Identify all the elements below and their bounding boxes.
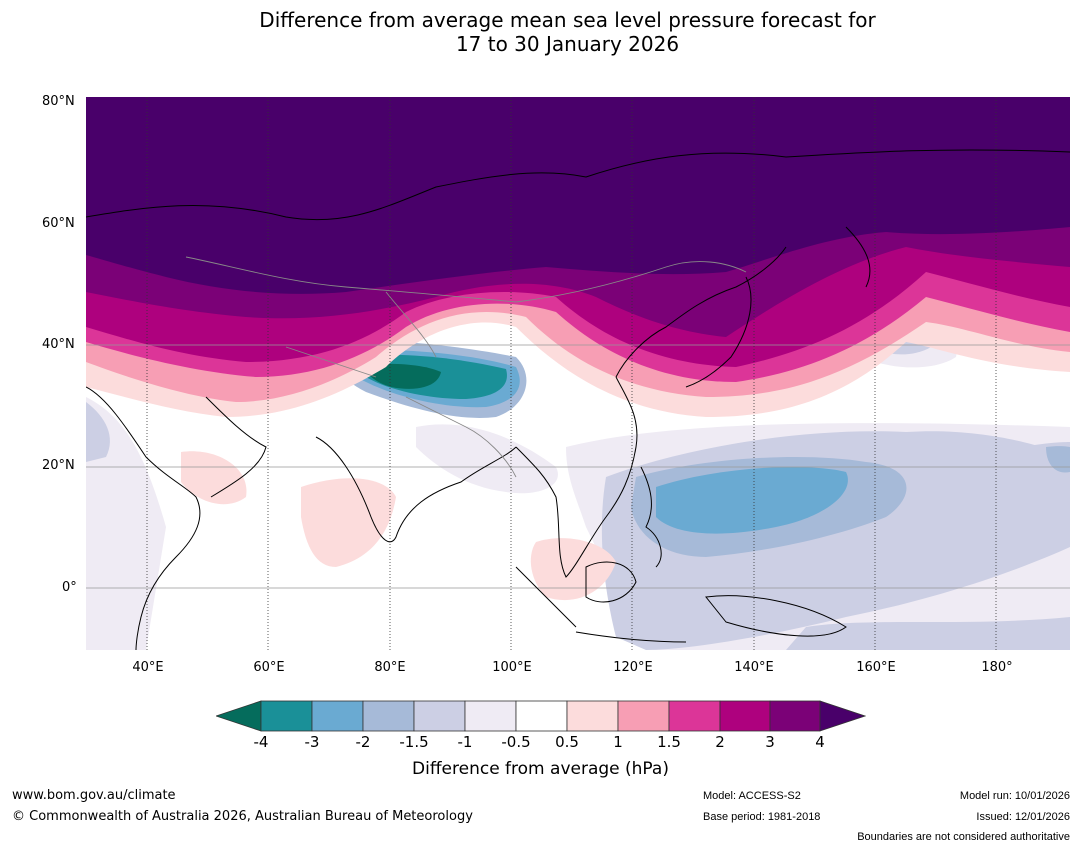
lon-label-120e: 120°E [613, 660, 653, 675]
lon-label-60e: 60°E [253, 660, 285, 675]
sumatra-outline [515, 566, 577, 628]
colorbar-tick: 1.5 [657, 733, 681, 751]
coastlines [86, 149, 1070, 650]
colorbar-bin-8 [617, 700, 670, 732]
colorbar [216, 700, 866, 732]
anomaly-pos-0.5-south [181, 451, 616, 601]
kamchatka-coast [845, 226, 871, 288]
lat-label-40n: 40°N [42, 337, 75, 352]
pressure-anomaly-map [86, 97, 1070, 650]
chart-title: Difference from average mean sea level p… [0, 8, 1081, 56]
colorbar-tick: -0.5 [501, 733, 531, 751]
india-coast [315, 436, 517, 543]
colorbar-tick: 2 [715, 733, 725, 751]
colorbar-max-arrow [819, 700, 866, 732]
lat-label-equator: 0° [62, 580, 77, 595]
lat-label-20n: 20°N [42, 458, 75, 473]
colorbar-bin-9 [668, 700, 721, 732]
colorbar-tick: 1 [613, 733, 623, 751]
lon-label-140e: 140°E [734, 660, 774, 675]
longitude-gridlines [146, 97, 997, 650]
colorbar-tick: 3 [765, 733, 775, 751]
colorbar-label: Difference from average (hPa) [412, 759, 669, 779]
japan-outline [685, 276, 752, 388]
copyright-text: © Commonwealth of Australia 2026, Austra… [12, 809, 473, 824]
colorbar-tick: -4 [253, 733, 269, 751]
lat-label-60n: 60°N [42, 216, 75, 231]
arabia-africa-coast [86, 386, 201, 650]
east-asia-coast [615, 246, 787, 378]
colorbar-bin-2 [311, 700, 364, 732]
title-line-2: 17 to 30 January 2026 [455, 32, 680, 56]
new-guinea-outline [705, 595, 847, 637]
colorbar-bin-7 [566, 700, 619, 732]
lon-label-160e: 160°E [856, 660, 896, 675]
colorbar-bin-11 [769, 700, 821, 732]
colorbar-tick: 4 [815, 733, 825, 751]
disclaimer-text: Boundaries are not considered authoritat… [857, 831, 1070, 843]
lon-label-100e: 100°E [492, 660, 532, 675]
anomaly-gt-4-region [86, 97, 1070, 294]
colorbar-bin-1 [260, 700, 313, 732]
colorbar-bin-5 [464, 700, 517, 732]
colorbar-tick: -1.5 [399, 733, 429, 751]
lon-label-180: 180° [981, 660, 1013, 675]
colorbar-min-arrow [216, 700, 262, 732]
colorbar-bin-4 [413, 700, 466, 732]
arabian-gulf-coast [205, 396, 267, 498]
latitude-gridlines [86, 344, 1070, 589]
issued-text: Issued: 12/01/2026 [976, 811, 1070, 823]
country-boundaries [185, 256, 747, 478]
title-line-1: Difference from average mean sea level p… [259, 8, 876, 32]
colorbar-tick: -1 [457, 733, 473, 751]
website-link[interactable]: www.bom.gov.au/climate [12, 788, 176, 803]
southeast-asia-coast [515, 376, 638, 578]
base-period-text: Base period: 1981-2018 [703, 811, 821, 823]
colorbar-tick: -3 [304, 733, 320, 751]
colorbar-tick: 0.5 [555, 733, 579, 751]
colorbar-tick: -2 [355, 733, 371, 751]
philippines-outline [640, 466, 662, 568]
model-run-text: Model run: 10/01/2026 [959, 790, 1070, 802]
lon-label-40e: 40°E [132, 660, 164, 675]
borneo-outline [585, 561, 637, 603]
lat-label-80n: 80°N [42, 94, 75, 109]
colorbar-bin-3 [362, 700, 415, 732]
model-text: Model: ACCESS-S2 [703, 790, 801, 802]
lon-label-80e: 80°E [374, 660, 406, 675]
colorbar-bin-6 [515, 700, 568, 732]
colorbar-bin-10 [719, 700, 771, 732]
java-outline [575, 631, 687, 643]
arctic-coast [86, 149, 1070, 221]
anomaly-lt-neg-4-region [365, 363, 441, 389]
